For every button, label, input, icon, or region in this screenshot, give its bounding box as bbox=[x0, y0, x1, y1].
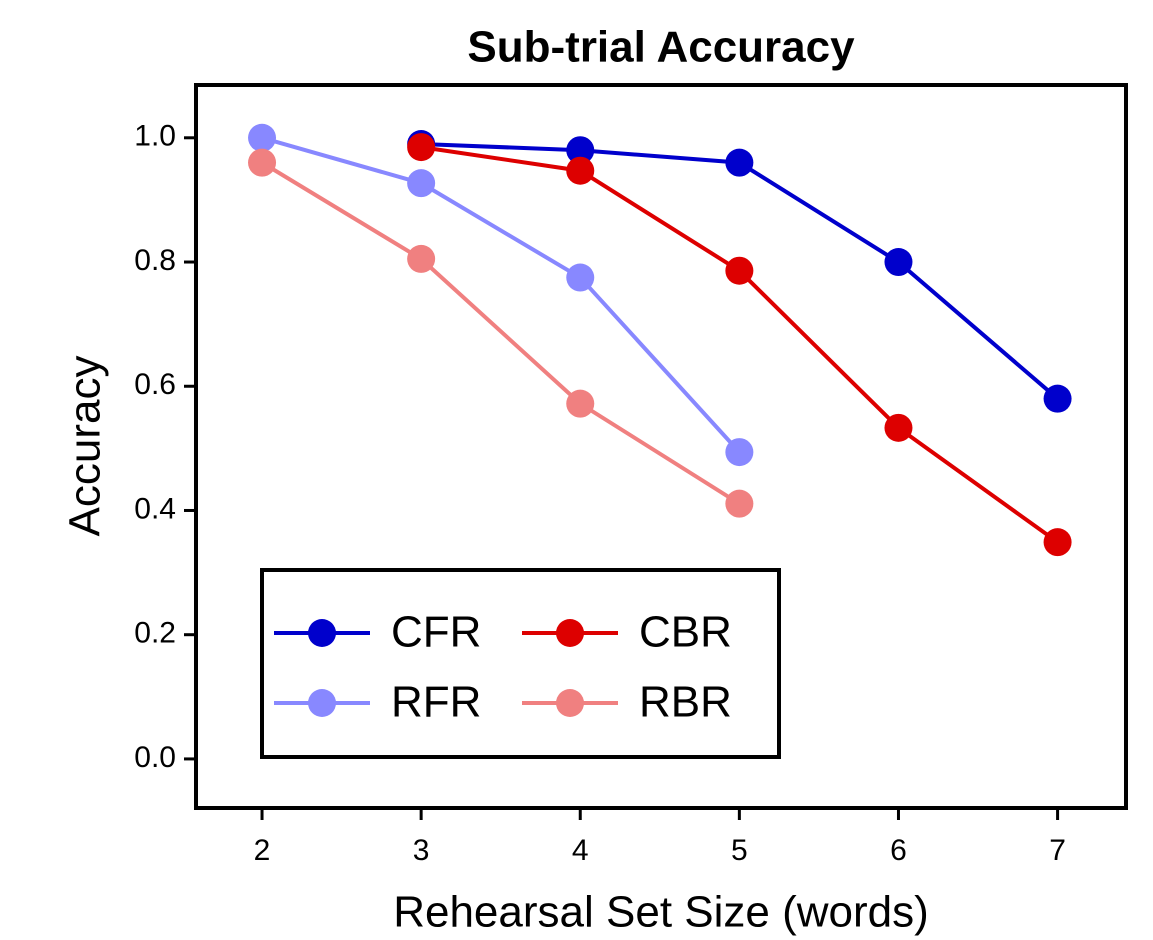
y-tick-label: 0.8 bbox=[134, 244, 176, 277]
data-point bbox=[725, 489, 754, 518]
legend-label: RFR bbox=[391, 678, 481, 727]
chart-title: Sub-trial Accuracy bbox=[467, 23, 855, 72]
series-line bbox=[260, 160, 741, 506]
x-tick-label: 2 bbox=[254, 834, 271, 867]
y-axis-label: Accuracy bbox=[61, 356, 110, 537]
x-tick-label: 7 bbox=[1049, 834, 1066, 867]
legend-label: CFR bbox=[391, 608, 481, 657]
y-tick-label: 1.0 bbox=[134, 120, 176, 153]
legend-box bbox=[260, 568, 781, 759]
legend-label: RBR bbox=[639, 678, 732, 727]
y-tick-label: 0.2 bbox=[134, 617, 176, 650]
data-point bbox=[1043, 528, 1072, 557]
data-point bbox=[884, 413, 913, 442]
data-point bbox=[725, 438, 754, 467]
data-point bbox=[566, 136, 595, 165]
y-tick-label: 0.4 bbox=[134, 492, 176, 525]
data-point bbox=[725, 148, 754, 177]
data-point bbox=[566, 263, 595, 292]
legend-marker bbox=[308, 619, 336, 647]
data-point bbox=[566, 389, 595, 418]
data-point bbox=[248, 123, 277, 152]
data-point bbox=[407, 169, 436, 198]
data-point bbox=[725, 256, 754, 285]
y-tick-label: 0.0 bbox=[134, 741, 176, 774]
y-tick-label: 0.6 bbox=[134, 368, 176, 401]
legend-marker bbox=[556, 619, 584, 647]
x-tick-label: 4 bbox=[572, 834, 589, 867]
x-tick-label: 3 bbox=[413, 834, 430, 867]
x-axis-label: Rehearsal Set Size (words) bbox=[393, 888, 929, 937]
data-point bbox=[407, 244, 436, 273]
legend-marker bbox=[556, 689, 584, 717]
data-point bbox=[248, 148, 277, 177]
x-tick-label: 5 bbox=[731, 834, 748, 867]
data-point bbox=[407, 133, 436, 162]
legend-marker bbox=[308, 689, 336, 717]
data-point bbox=[566, 156, 595, 185]
data-point bbox=[884, 248, 913, 277]
x-tick-label: 6 bbox=[890, 834, 907, 867]
legend-label: CBR bbox=[639, 608, 732, 657]
series-line bbox=[261, 135, 741, 454]
plot-frame bbox=[194, 83, 1128, 810]
data-point bbox=[1043, 384, 1072, 413]
